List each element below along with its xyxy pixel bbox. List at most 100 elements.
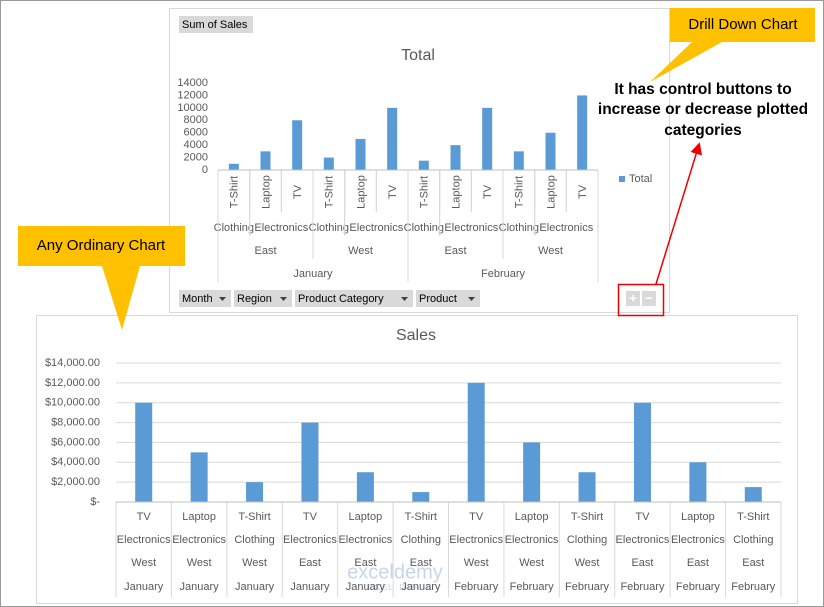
note-line: It has control buttons to bbox=[614, 81, 791, 98]
x-tick-label: West bbox=[519, 557, 544, 569]
x-tick-label: Laptop bbox=[545, 175, 557, 209]
group-label: West bbox=[538, 245, 563, 257]
x-tick-label: TV bbox=[387, 184, 399, 199]
x-tick-label: February bbox=[454, 581, 499, 593]
expand-button-label: − bbox=[645, 290, 653, 305]
x-tick-label: TV bbox=[482, 184, 494, 199]
y-tick-label: $4,000.00 bbox=[51, 456, 100, 468]
group-label: Electronics bbox=[254, 222, 308, 234]
bar bbox=[387, 107, 398, 170]
y-tick-label: 0 bbox=[202, 164, 208, 176]
y-tick-label: $14,000.00 bbox=[45, 357, 100, 369]
group-label: West bbox=[348, 245, 373, 257]
group-label: Electronics bbox=[539, 222, 593, 234]
y-tick-label: 6000 bbox=[184, 127, 208, 139]
x-tick-label: T-Shirt bbox=[229, 176, 241, 208]
x-tick-label: Laptop bbox=[182, 511, 216, 523]
bar bbox=[689, 462, 707, 502]
field-button[interactable] bbox=[234, 290, 292, 307]
group-label: Clothing bbox=[499, 222, 539, 234]
y-tick-label: $6,000.00 bbox=[51, 436, 100, 448]
x-tick-label: February bbox=[620, 581, 665, 593]
x-tick-label: Laptop bbox=[681, 511, 715, 523]
dropdown-icon bbox=[280, 297, 287, 301]
expand-button[interactable] bbox=[642, 291, 656, 306]
x-tick-label: West bbox=[187, 557, 212, 569]
x-tick-label: T-Shirt bbox=[514, 176, 526, 208]
highlight-box bbox=[617, 283, 665, 317]
expand-button[interactable] bbox=[626, 291, 640, 306]
x-tick-label: January bbox=[290, 581, 330, 593]
x-tick-label: Clothing bbox=[234, 534, 274, 546]
bar bbox=[323, 157, 334, 170]
callout-shape bbox=[18, 226, 185, 330]
callout-text: Any Ordinary Chart bbox=[37, 237, 166, 254]
x-tick-label: Laptop bbox=[450, 175, 462, 209]
x-tick-label: February bbox=[731, 581, 776, 593]
bar bbox=[246, 482, 264, 502]
note-line: categories bbox=[664, 122, 742, 139]
y-tick-label: $- bbox=[90, 496, 100, 508]
x-tick-label: January bbox=[180, 581, 220, 593]
bar bbox=[633, 402, 651, 502]
dropdown-icon bbox=[468, 297, 475, 301]
y-tick-label: $12,000.00 bbox=[45, 377, 100, 389]
field-label: Month bbox=[182, 293, 213, 305]
y-tick-label: $2,000.00 bbox=[51, 476, 100, 488]
chart-title: Total bbox=[401, 47, 435, 64]
x-tick-label: Electronics bbox=[283, 534, 337, 546]
x-tick-label: Electronics bbox=[449, 534, 503, 546]
x-tick-label: West bbox=[131, 557, 156, 569]
bar bbox=[418, 160, 429, 170]
bar bbox=[577, 95, 588, 170]
dropdown-icon bbox=[401, 297, 408, 301]
bar bbox=[578, 472, 596, 502]
x-tick-label: Electronics bbox=[117, 534, 171, 546]
x-tick-label: Laptop bbox=[349, 511, 383, 523]
group-label: East bbox=[444, 245, 466, 257]
bar bbox=[301, 422, 319, 502]
y-tick-label: 12000 bbox=[177, 89, 208, 101]
field-button[interactable] bbox=[416, 290, 480, 307]
x-tick-label: East bbox=[631, 557, 653, 569]
value-field-button[interactable] bbox=[179, 16, 253, 33]
bar bbox=[356, 472, 374, 502]
x-tick-label: Laptop bbox=[515, 511, 549, 523]
x-tick-label: West bbox=[464, 557, 489, 569]
bar bbox=[744, 487, 762, 502]
watermark: exceldemy bbox=[347, 561, 443, 583]
group-label: Electronics bbox=[349, 222, 403, 234]
x-tick-label: T-Shirt bbox=[238, 511, 270, 523]
bar bbox=[545, 132, 556, 170]
group-label: Electronics bbox=[444, 222, 498, 234]
field-button[interactable] bbox=[179, 290, 231, 307]
group-label: East bbox=[254, 245, 276, 257]
bar bbox=[135, 402, 153, 502]
field-label: Product bbox=[419, 293, 457, 305]
x-tick-label: TV bbox=[577, 184, 589, 199]
x-tick-label: Clothing bbox=[733, 534, 773, 546]
y-tick-label: 14000 bbox=[177, 77, 208, 89]
x-tick-label: January bbox=[235, 581, 275, 593]
note-line: increase or decrease plotted bbox=[598, 101, 808, 118]
x-tick-label: TV bbox=[137, 511, 152, 523]
y-tick-label: $10,000.00 bbox=[45, 397, 100, 409]
group-label: January bbox=[293, 268, 333, 280]
arrow bbox=[655, 142, 702, 285]
bar bbox=[467, 382, 485, 502]
x-tick-label: January bbox=[124, 581, 164, 593]
group-label: Clothing bbox=[309, 222, 349, 234]
y-tick-label: 8000 bbox=[184, 114, 208, 126]
bar bbox=[355, 138, 366, 170]
legend-swatch bbox=[619, 176, 625, 182]
x-tick-label: T-Shirt bbox=[737, 511, 769, 523]
field-button[interactable] bbox=[295, 290, 413, 307]
x-tick-label: T-Shirt bbox=[324, 176, 336, 208]
field-label: Region bbox=[237, 293, 272, 305]
value-field-label: Sum of Sales bbox=[182, 19, 248, 31]
x-tick-label: West bbox=[575, 557, 600, 569]
bar bbox=[450, 145, 461, 170]
bar bbox=[513, 151, 524, 170]
x-tick-label: TV bbox=[303, 511, 318, 523]
group-label: Clothing bbox=[404, 222, 444, 234]
